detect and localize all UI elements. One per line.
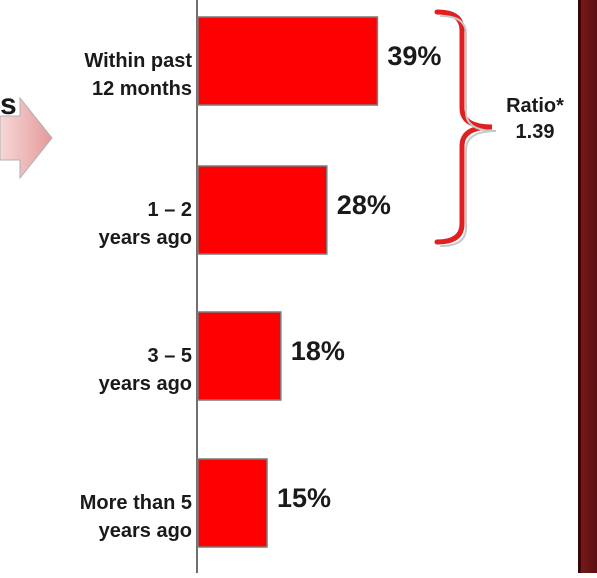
value-label-0: 39%: [387, 41, 442, 71]
partial-title-text: s: [0, 88, 17, 121]
category-label-2: 3 – 5 years ago: [98, 345, 192, 395]
bars-group: [197, 16, 379, 548]
bar-3: [197, 458, 268, 548]
ratio-value: 1.39: [515, 121, 555, 143]
value-label-1: 28%: [336, 190, 391, 220]
value-label-3: 15%: [277, 483, 332, 513]
ratio-label: Ratio*: [506, 95, 564, 117]
ratio-bracket-shadow: [440, 15, 497, 247]
category-label-0: Within past 12 months: [84, 50, 192, 100]
ratio-annotation: Ratio* 1.39: [490, 93, 580, 145]
bar-2: [197, 311, 282, 401]
category-label-1: 1 – 2 years ago: [98, 199, 192, 249]
value-label-2: 18%: [290, 336, 345, 366]
bar-1: [197, 165, 328, 255]
right-edge-band: [578, 0, 597, 573]
ratio-bracket: [434, 9, 493, 245]
arrow-icon: [0, 96, 53, 180]
category-label-3: More than 5 years ago: [79, 492, 192, 542]
bar-0: [197, 16, 379, 106]
